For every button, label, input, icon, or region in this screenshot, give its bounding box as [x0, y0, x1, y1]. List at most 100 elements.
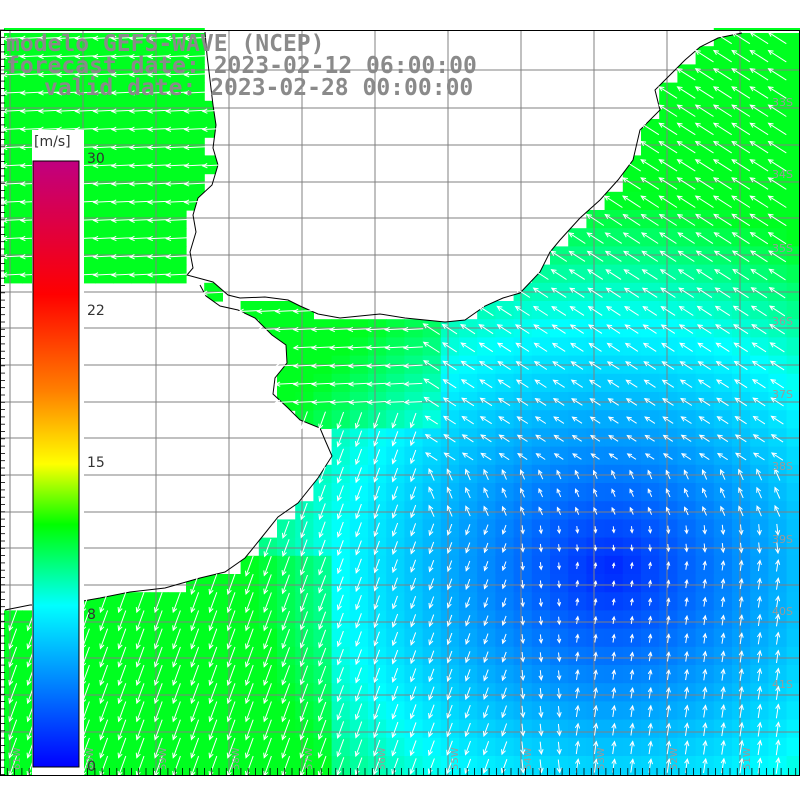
- sea-cell: [713, 337, 733, 357]
- wind-arrow: [774, 468, 781, 481]
- wind-arrow: [135, 737, 145, 759]
- sea-cell: [440, 410, 460, 429]
- wind-arrow: [56, 90, 79, 96]
- sea-cell: [750, 119, 769, 138]
- sea-cell: [732, 46, 751, 65]
- sea-cell: [732, 246, 751, 266]
- wind-arrow: [770, 378, 785, 389]
- wind-arrow: [756, 524, 762, 536]
- wind-arrow: [684, 632, 689, 644]
- sea-cell: [95, 119, 114, 138]
- longitude-label: 56W: [377, 747, 388, 770]
- wind-arrow: [19, 108, 42, 114]
- wind-arrow: [702, 487, 708, 498]
- sea-cell: [786, 137, 800, 156]
- wind-arrow: [720, 739, 726, 755]
- sea-cell: [732, 483, 751, 502]
- wind-arrow: [245, 592, 254, 614]
- wind-arrow: [593, 561, 598, 569]
- wind-arrow: [587, 305, 603, 316]
- wind-arrow: [498, 416, 510, 425]
- wind-arrow: [647, 722, 653, 736]
- wind-arrow: [355, 448, 363, 466]
- sea-cell: [641, 301, 660, 320]
- land-mask: [0, 30, 800, 632]
- wind-arrow: [366, 363, 387, 369]
- wind-arrow: [410, 486, 417, 501]
- sea-cell: [677, 100, 697, 120]
- wind-arrow: [720, 632, 726, 644]
- wind-arrow: [355, 503, 362, 520]
- wind-arrow: [624, 324, 639, 334]
- wind-arrow: [520, 561, 525, 571]
- wind-arrow: [245, 573, 254, 595]
- wind-arrow: [329, 363, 351, 369]
- longitude-label: 53W: [596, 747, 607, 770]
- wind-arrow: [281, 556, 290, 577]
- wind-arrow: [1, 35, 24, 41]
- wind-arrow: [520, 652, 526, 663]
- wind-arrow: [665, 469, 671, 480]
- wind-arrow: [647, 506, 653, 515]
- wind-arrow: [172, 701, 181, 723]
- wind-arrow: [604, 213, 623, 226]
- wind-arrow: [37, 35, 60, 41]
- wind-arrow: [593, 633, 598, 643]
- wind-arrow: [624, 305, 639, 316]
- wind-arrow: [731, 232, 750, 245]
- wind-arrow: [479, 379, 493, 389]
- wind-arrow: [336, 430, 344, 448]
- colorbar-tick-30: 30: [87, 151, 105, 167]
- wind-arrow: [712, 86, 732, 99]
- wind-arrow: [767, 104, 787, 117]
- wind-arrow: [1, 163, 24, 169]
- wind-arrow: [154, 701, 163, 723]
- wind-arrow: [501, 669, 507, 682]
- wind-arrow: [556, 544, 562, 553]
- wind-arrow: [274, 363, 297, 369]
- wind-arrow: [147, 108, 170, 114]
- wind-arrow: [622, 195, 641, 208]
- sea-cell: [149, 119, 169, 138]
- sea-cell: [659, 373, 678, 393]
- sea-cell: [22, 100, 41, 120]
- wind-arrow: [648, 544, 652, 552]
- wind-arrow: [767, 49, 787, 63]
- wind-arrow: [154, 737, 163, 759]
- sea-cell: [622, 173, 642, 193]
- wind-arrow: [354, 721, 363, 739]
- sea-cell: [95, 155, 114, 175]
- wind-arrow: [190, 646, 200, 668]
- wind-arrow: [768, 250, 787, 263]
- wind-arrow: [643, 379, 656, 388]
- wind-arrow: [586, 213, 605, 226]
- wind-arrow: [593, 526, 598, 534]
- sea-cell: [750, 137, 769, 156]
- wind-arrow: [19, 90, 42, 96]
- wind-arrow: [731, 122, 751, 136]
- wind-arrow: [574, 488, 580, 498]
- sea-cell: [750, 100, 769, 120]
- wind-arrow: [756, 505, 762, 517]
- wind-arrow: [702, 668, 708, 681]
- sea-cell: [604, 392, 624, 411]
- sea-cell: [568, 446, 587, 466]
- sea-cell: [167, 210, 187, 229]
- wind-arrow: [520, 506, 525, 516]
- sea-cell: [76, 46, 96, 65]
- wind-arrow: [661, 379, 675, 388]
- wind-arrow: [391, 686, 399, 702]
- sea-cell: [677, 119, 697, 138]
- wind-arrow: [465, 560, 471, 572]
- wind-arrow: [756, 649, 763, 663]
- wind-arrow: [684, 686, 690, 699]
- wind-arrow: [538, 705, 544, 719]
- wind-arrow: [733, 379, 748, 389]
- wind-arrow: [538, 652, 544, 663]
- wind-arrow: [147, 72, 170, 78]
- sea-cell: [386, 319, 405, 338]
- sea-cell: [586, 210, 606, 229]
- wind-arrow: [336, 721, 345, 739]
- wind-arrow: [556, 598, 562, 607]
- sea-cell: [768, 501, 788, 520]
